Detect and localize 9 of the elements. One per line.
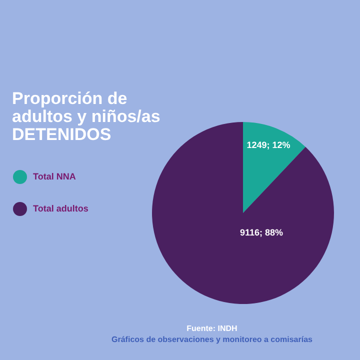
pie-slice [243,122,306,213]
chart-title: Proporción de adultos y niños/as DETENIDOS [12,89,160,144]
legend-label: Total adultos [33,203,88,214]
source-note: Fuente: INDH [186,324,238,333]
data-label: 9116; 88% [240,228,283,238]
text: Gráficos de observaciones y monitoreo a comisarías [112,335,314,344]
data-label: 1249; 12% [246,140,290,150]
legend-label: Total NNA [33,171,76,182]
pie-slice [152,122,334,304]
